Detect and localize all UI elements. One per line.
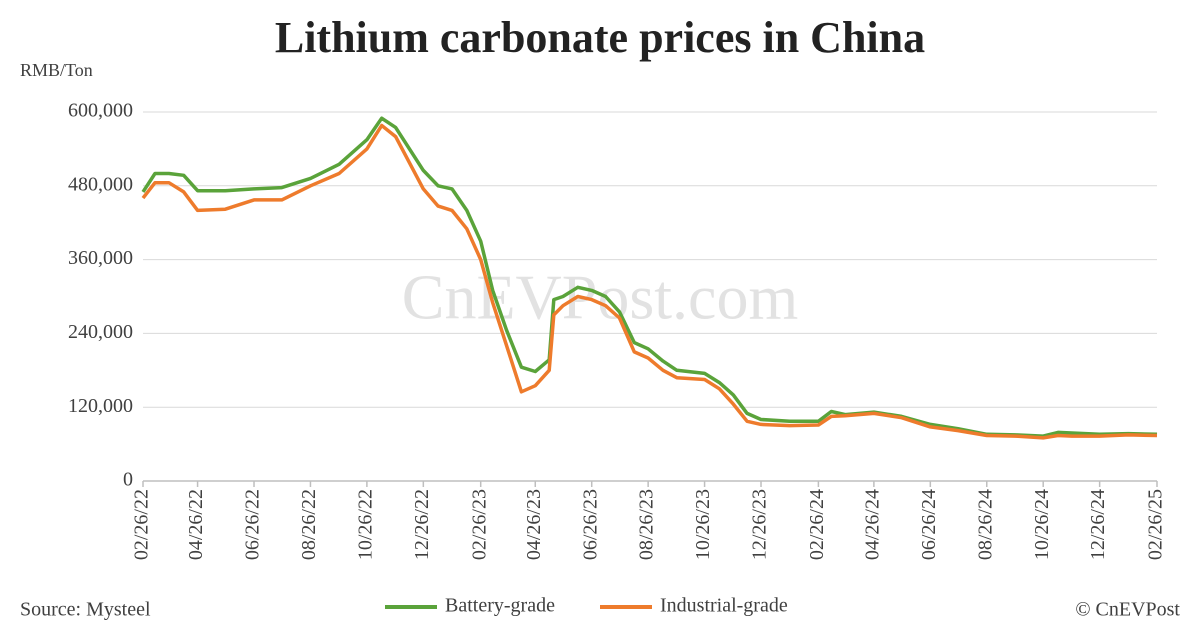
y-tick-label: 480,000: [68, 173, 133, 195]
series-line: [141, 116, 1158, 438]
y-tick-label: 240,000: [68, 321, 133, 343]
watermark: CnEVPost.com: [402, 262, 798, 333]
y-tick-label: 120,000: [68, 395, 133, 417]
source: Source: Mysteel: [20, 599, 151, 621]
x-tick-label: 02/26/23: [468, 489, 490, 560]
x-tick-label: 04/26/23: [523, 489, 545, 560]
x-tick-label: 06/26/23: [579, 489, 601, 560]
legend-label: Battery-grade: [445, 595, 555, 617]
x-tick-label: 10/26/23: [692, 489, 714, 560]
credit: © CnEVPost: [1075, 599, 1180, 621]
x-tick-label: 02/26/25: [1145, 489, 1167, 560]
x-tick-label: 02/26/22: [131, 489, 153, 560]
y-unit: RMB/Ton: [20, 60, 93, 80]
x-tick-label: 06/26/24: [918, 489, 940, 560]
x-tick-label: 12/26/22: [411, 489, 433, 560]
y-tick-label: 360,000: [68, 247, 133, 269]
x-tick-label: 08/26/24: [974, 489, 996, 560]
x-tick-label: 12/26/24: [1087, 489, 1109, 560]
y-tick-label: 0: [123, 469, 133, 491]
x-tick-label: 10/26/22: [354, 489, 376, 560]
chart-title: Lithium carbonate prices in China: [275, 13, 925, 62]
x-tick-label: 08/26/22: [298, 489, 320, 560]
y-tick-label: 600,000: [68, 100, 133, 122]
x-tick-label: 02/26/24: [806, 489, 828, 560]
x-tick-label: 04/26/24: [861, 489, 883, 560]
x-tick-label: 12/26/23: [749, 489, 771, 560]
series-line: [141, 123, 1158, 440]
x-tick-label: 04/26/22: [185, 489, 207, 560]
x-tick-label: 06/26/22: [242, 489, 264, 560]
legend-label: Industrial-grade: [660, 595, 788, 617]
x-tick-label: 08/26/23: [636, 489, 658, 560]
x-tick-label: 10/26/24: [1031, 489, 1053, 560]
